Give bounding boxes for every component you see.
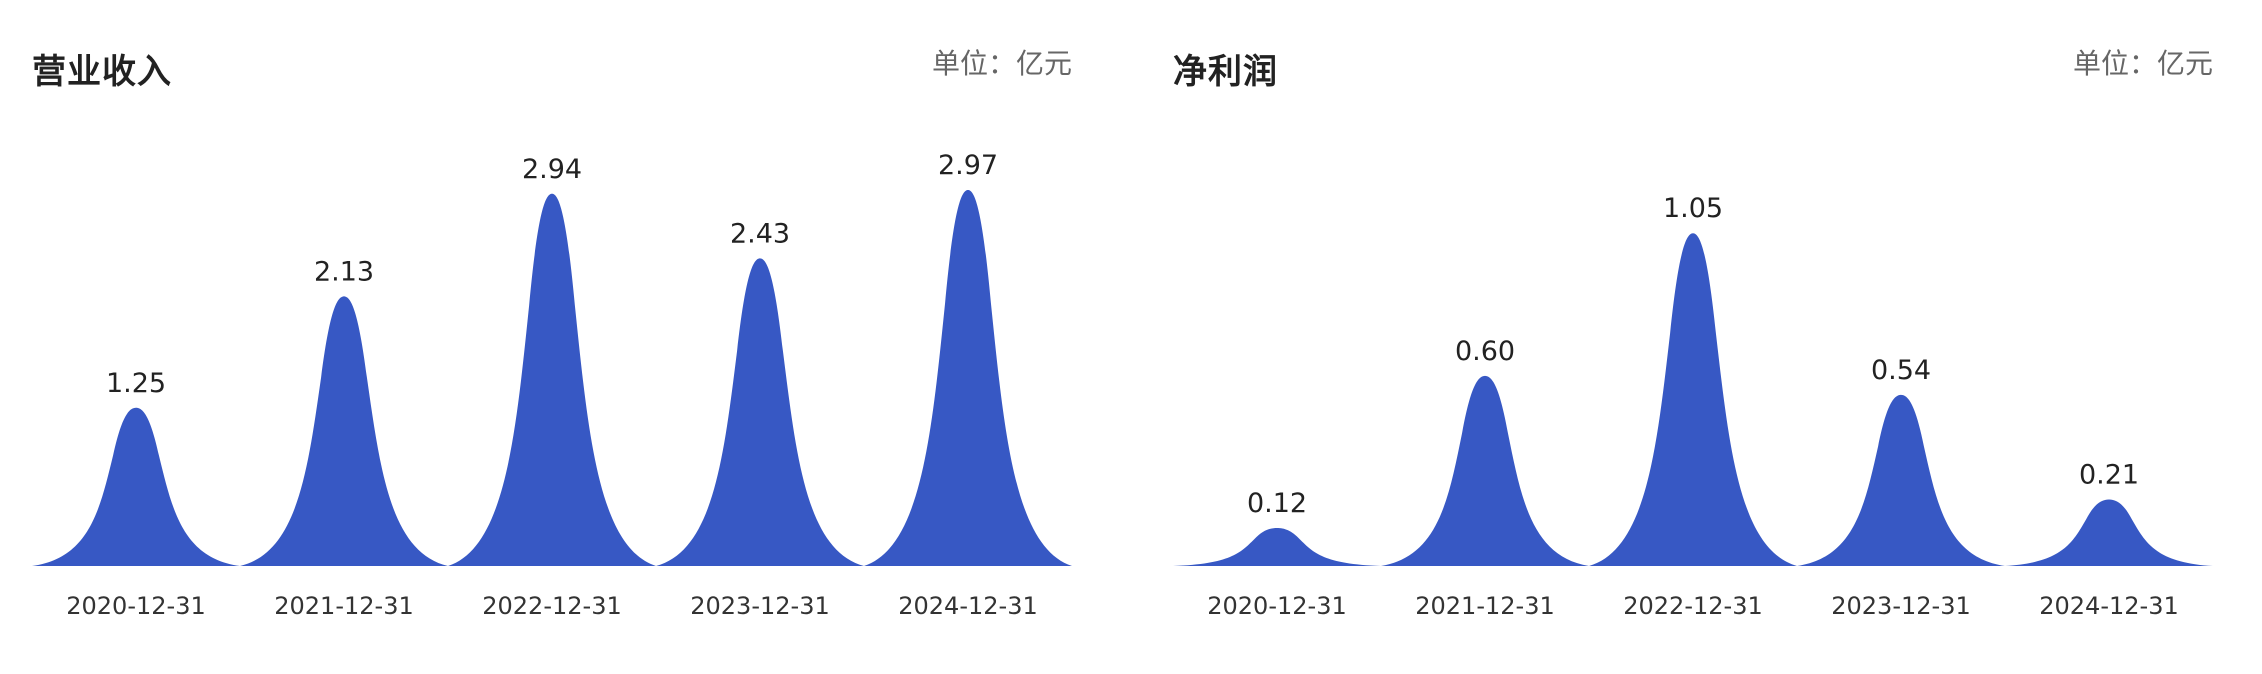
x-axis-label: 2023-12-31 <box>1831 592 1970 620</box>
x-axis-label: 2021-12-31 <box>1415 592 1554 620</box>
x-axis-label: 2021-12-31 <box>274 592 413 620</box>
value-label: 0.12 <box>1247 488 1307 519</box>
revenue-chart-panel: 营业收入 单位：亿元 1.25 2020-12-31 2.13 2021-12-31 2… <box>32 0 1072 674</box>
chart-title: 营业收入 <box>32 52 172 92</box>
peak-bar <box>656 258 864 566</box>
chart-title: 净利润 <box>1173 52 1278 92</box>
peak-bar <box>1797 394 2005 566</box>
x-axis-label: 2024-12-31 <box>898 592 1037 620</box>
value-label: 0.21 <box>2079 459 2139 490</box>
revenue-peak-chart: 1.25 2020-12-31 2.13 2021-12-31 2.94 2022-12-… <box>32 150 1072 620</box>
value-label: 2.13 <box>314 256 374 287</box>
unit-label: 单位：亿元 <box>2072 47 2213 80</box>
x-axis-label: 2020-12-31 <box>66 592 205 620</box>
value-label: 2.94 <box>522 154 582 185</box>
net-profit-peak-chart: 0.12 2020-12-31 0.60 2021-12-31 1.05 2022-12-… <box>1173 193 2213 620</box>
x-axis-label: 2020-12-31 <box>1207 592 1346 620</box>
x-axis-label: 2022-12-31 <box>1623 592 1762 620</box>
peak-bar <box>240 296 448 566</box>
peak-bar <box>32 407 240 566</box>
peak-bar <box>1589 233 1797 567</box>
value-label: 0.54 <box>1871 355 1931 386</box>
x-axis-label: 2022-12-31 <box>482 592 621 620</box>
x-axis-label: 2023-12-31 <box>690 592 829 620</box>
value-label: 2.43 <box>730 218 790 249</box>
value-label: 1.05 <box>1663 193 1723 224</box>
unit-label: 单位：亿元 <box>931 47 1072 80</box>
peak-bar <box>1173 527 1381 566</box>
value-label: 1.25 <box>106 368 166 399</box>
peak-bar <box>864 190 1072 566</box>
net-profit-chart-panel: 净利润 单位：亿元 0.12 2020-12-31 0.60 2021-12-31 1.… <box>1173 0 2213 674</box>
value-label: 0.60 <box>1455 336 1515 367</box>
peak-bar <box>448 193 656 566</box>
x-axis-label: 2024-12-31 <box>2039 592 2178 620</box>
value-label: 2.97 <box>938 150 998 181</box>
peak-bar <box>2005 499 2213 566</box>
peak-bar <box>1381 375 1589 566</box>
